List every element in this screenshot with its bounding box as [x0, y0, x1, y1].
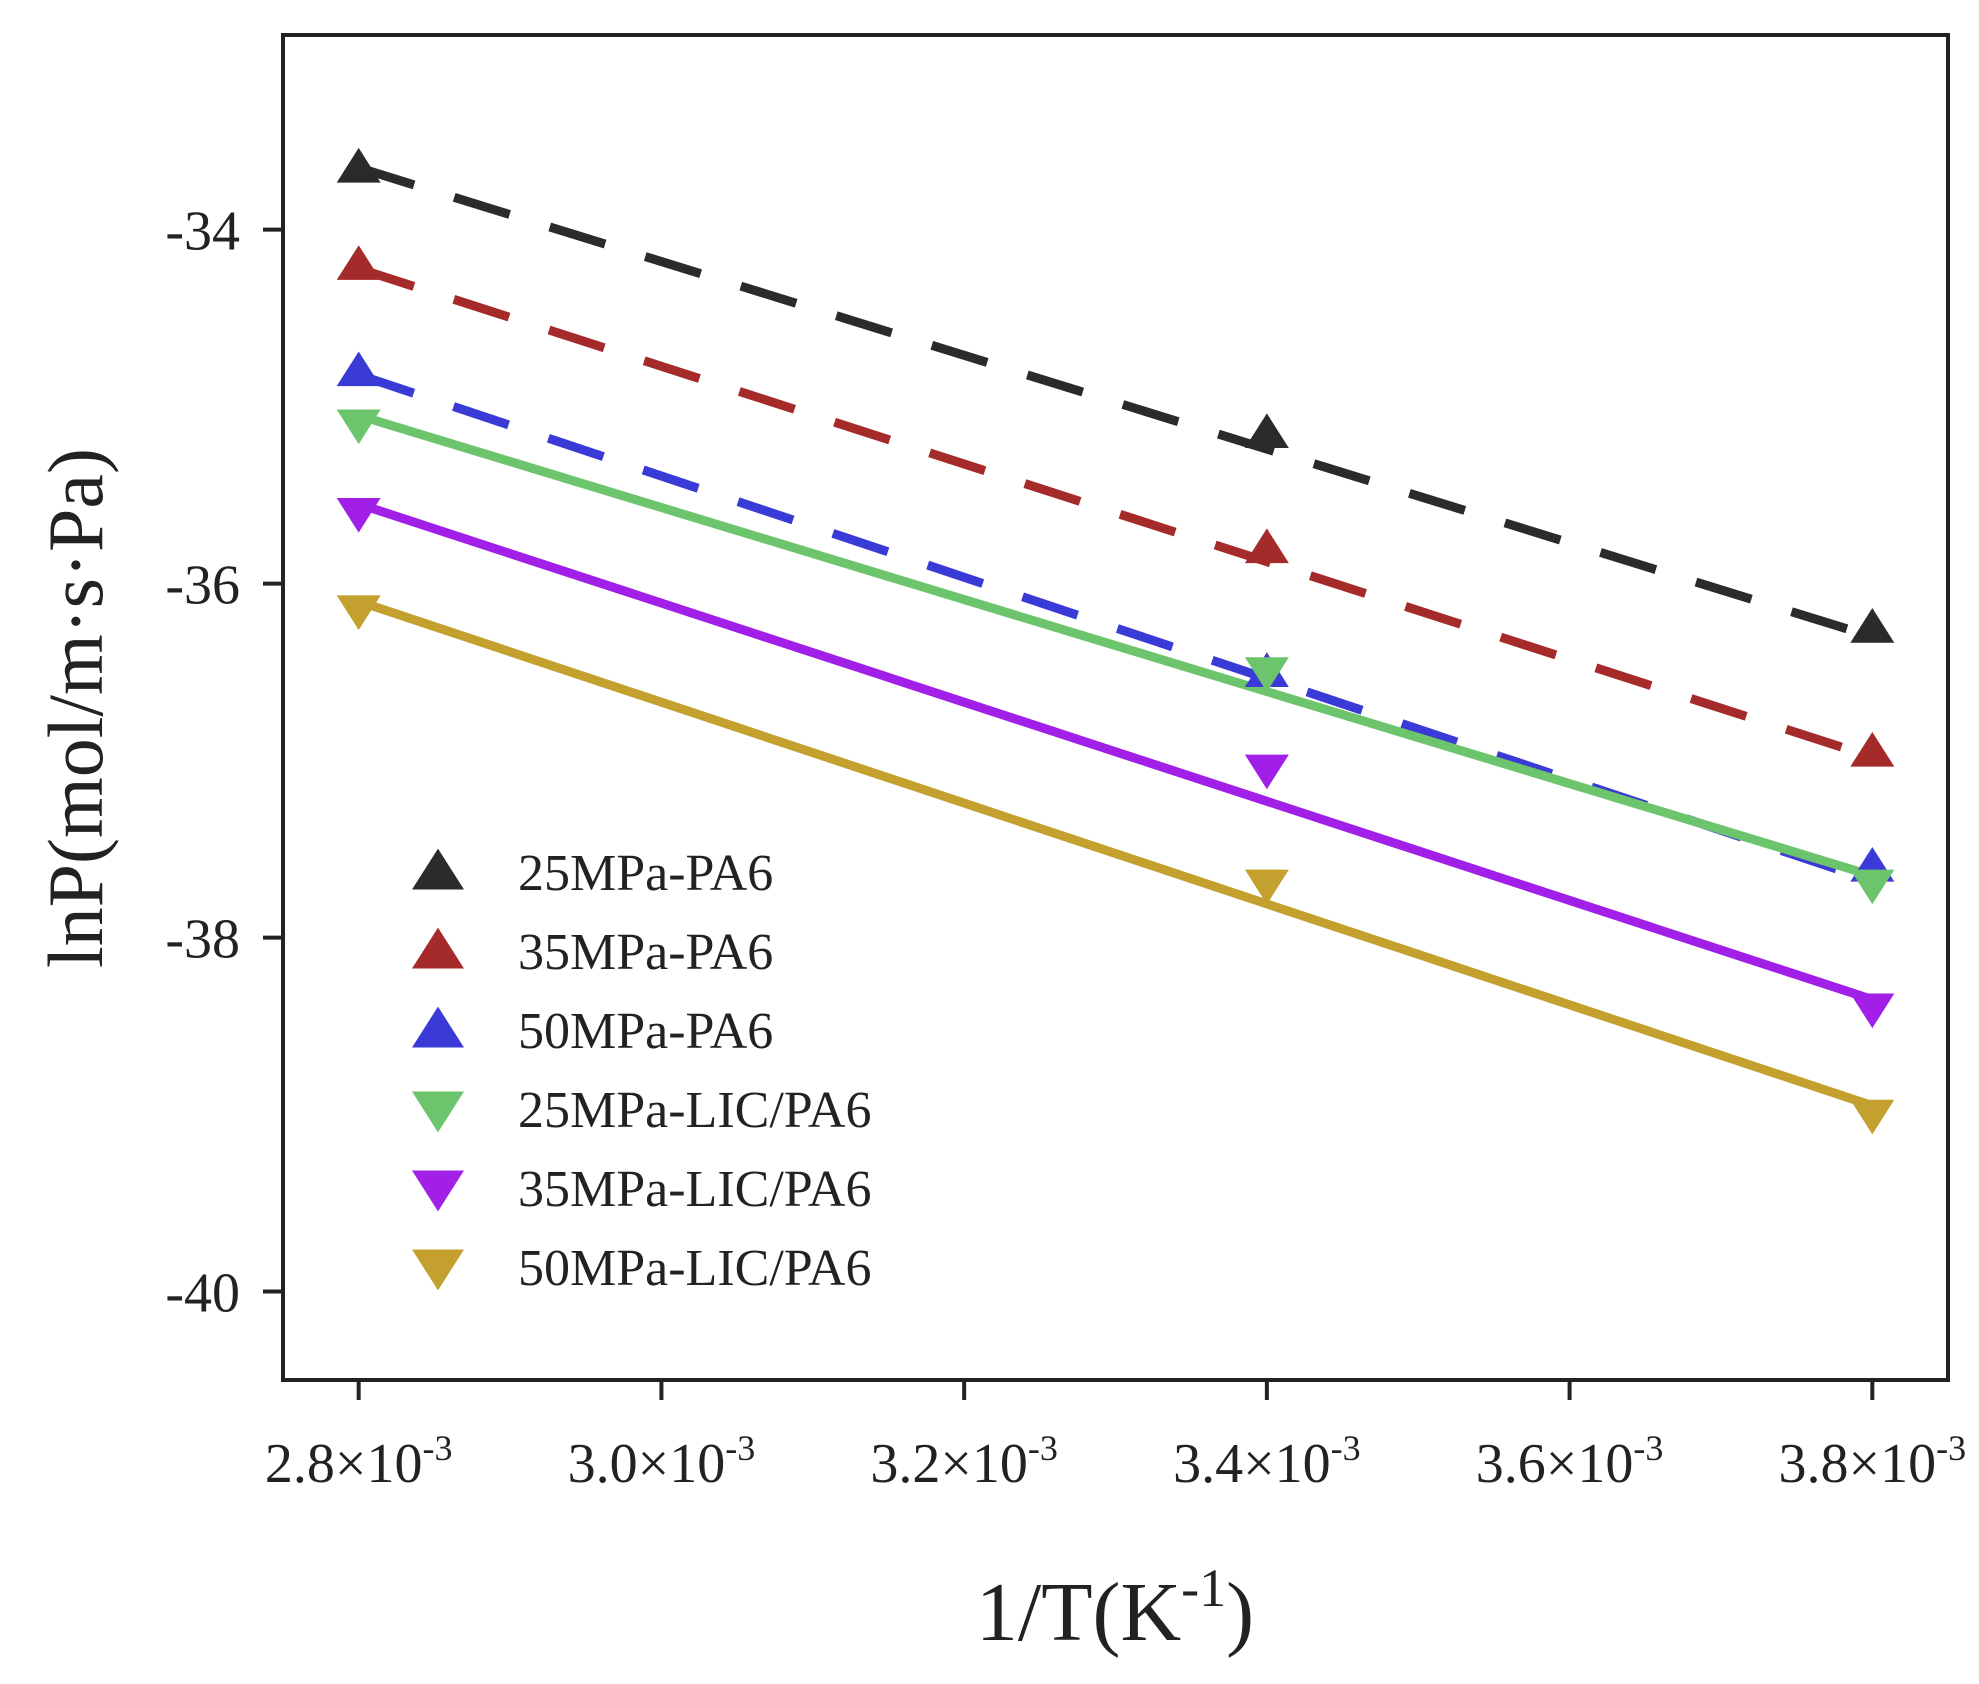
marker-25mpa-pa6 — [1244, 413, 1289, 449]
marker-25mpa-pa6 — [336, 147, 381, 183]
legend-label-50mpa-pa6: 50MPa-PA6 — [518, 1003, 773, 1060]
marker-25mpa-lic-pa6 — [1850, 869, 1895, 905]
legend: 25MPa-PA6 35MPa-PA6 50MPa-PA6 25MPa-LIC/PA6… — [412, 845, 871, 1297]
marker-25mpa-pa6 — [1850, 608, 1895, 643]
fit-line-25mpa-pa6 — [357, 163, 1874, 642]
marker-25mpa-lic-pa6 — [336, 409, 381, 445]
legend-marker-50mpa-pa6 — [412, 1006, 464, 1048]
x-tick-label: 3.8×10-3 — [1779, 1428, 1967, 1495]
x-axis-title-sup: -1 — [1181, 1558, 1226, 1618]
legend-marker-35mpa-pa6 — [412, 927, 464, 969]
marker-50mpa-lic-pa6 — [336, 595, 381, 630]
fit-line-50mpa-lic-pa6 — [357, 597, 1874, 1110]
y-axis-title: lnP(mol/m·s·Pa) — [32, 448, 119, 968]
data-markers — [336, 147, 1895, 1135]
y-tick-label: -38 — [165, 909, 240, 971]
x-axis-ticks: 2.8×10-3 3.0×10-3 3.2×10-3 3.4×10-3 3.6×10-3… — [265, 1380, 1966, 1495]
marker-25mpa-lic-pa6 — [1244, 657, 1289, 692]
fit-line-35mpa-pa6 — [357, 264, 1874, 762]
y-tick-label: -36 — [165, 555, 240, 617]
fit-line-35mpa-lic-pa6 — [357, 499, 1874, 1004]
y-tick-label: -40 — [165, 1263, 240, 1325]
legend-label-35mpa-pa6: 35MPa-PA6 — [518, 924, 773, 981]
legend-label-50mpa-lic-pa6: 50MPa-LIC/PA6 — [518, 1240, 871, 1297]
marker-35mpa-lic-pa6 — [1850, 993, 1895, 1029]
legend-marker-25mpa-lic-pa6 — [412, 1091, 464, 1133]
plot-frame — [281, 33, 1950, 1382]
fit-lines — [357, 163, 1874, 1110]
x-tick-label: 3.0×10-3 — [568, 1428, 756, 1495]
marker-50mpa-pa6 — [336, 351, 381, 387]
marker-35mpa-pa6 — [336, 245, 381, 280]
marker-35mpa-pa6 — [1850, 731, 1895, 767]
fit-line-25mpa-lic-pa6 — [357, 411, 1874, 880]
marker-35mpa-pa6 — [1244, 528, 1289, 564]
x-tick-label: 2.8×10-3 — [265, 1428, 453, 1495]
x-tick-label: 3.4×10-3 — [1173, 1428, 1361, 1495]
y-axis-ticks: -34 -36 -38 -40 — [165, 201, 283, 1325]
legend-label-25mpa-lic-pa6: 25MPa-LIC/PA6 — [518, 1082, 871, 1139]
x-tick-label: 3.2×10-3 — [870, 1428, 1058, 1495]
marker-35mpa-lic-pa6 — [1244, 754, 1289, 790]
marker-35mpa-lic-pa6 — [336, 497, 381, 533]
x-axis-title: 1/T(K-1) — [976, 1558, 1254, 1659]
x-axis-title-close: ) — [1226, 1566, 1254, 1659]
marker-50mpa-lic-pa6 — [1850, 1099, 1895, 1135]
legend-marker-50mpa-lic-pa6 — [412, 1249, 464, 1291]
legend-label-35mpa-lic-pa6: 35MPa-LIC/PA6 — [518, 1161, 871, 1218]
x-axis-title-main: 1/T(K — [976, 1566, 1181, 1659]
x-tick-label: 3.6×10-3 — [1476, 1428, 1664, 1495]
legend-marker-35mpa-lic-pa6 — [412, 1170, 464, 1212]
y-tick-label: -34 — [165, 201, 240, 263]
legend-marker-25mpa-pa6 — [412, 848, 464, 890]
marker-50mpa-lic-pa6 — [1244, 869, 1289, 905]
legend-label-25mpa-pa6: 25MPa-PA6 — [518, 845, 773, 902]
